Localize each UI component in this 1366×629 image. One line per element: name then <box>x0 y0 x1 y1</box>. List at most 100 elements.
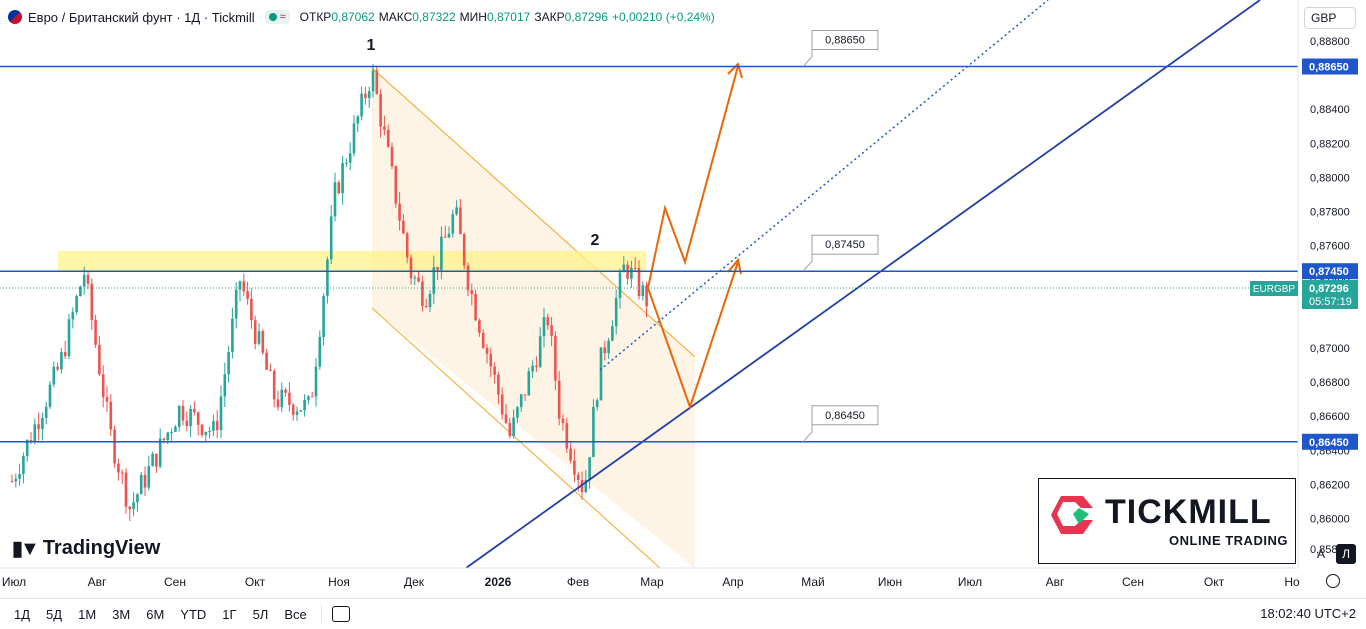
time-tick-11: Июн <box>878 575 902 589</box>
current-price-box <box>1302 280 1358 309</box>
tradingview-mark-icon: ▮▼ <box>12 538 40 560</box>
candle-body <box>595 400 599 408</box>
price-tick-1: 0,88400 <box>1310 104 1350 116</box>
candle-body <box>37 424 40 430</box>
candle-body <box>155 453 158 467</box>
candle-body <box>196 412 200 425</box>
candle-body <box>535 365 538 367</box>
candle-body <box>98 344 101 375</box>
price-axis[interactable]: 0,88800 0,88400 0,88200 0,88000 0,87800 0,876… <box>1310 36 1350 556</box>
price-tick-9: 0,86600 <box>1310 411 1350 423</box>
candle-body <box>519 394 523 408</box>
interval-1m[interactable]: 1М <box>78 606 97 622</box>
interval-3m[interactable]: 3М <box>112 606 131 622</box>
trendline-solid[interactable] <box>465 0 1261 568</box>
time-tick-14: Сен <box>1122 575 1144 589</box>
candle-body <box>504 414 508 423</box>
candle-body <box>645 285 648 307</box>
candle-body <box>447 233 451 238</box>
auto-scale-button[interactable]: A <box>1316 547 1325 561</box>
candle-body <box>390 146 394 167</box>
current-price-label: 0,87296 <box>1309 283 1349 295</box>
candle-body <box>257 331 261 344</box>
candle-body <box>128 506 132 510</box>
price-tick-11: 0,86200 <box>1310 479 1350 491</box>
interval-1d[interactable]: 1Д <box>14 606 31 622</box>
candle-body <box>603 347 607 354</box>
interval-6m[interactable]: 6М <box>146 606 165 622</box>
price-tick-8: 0,86800 <box>1310 377 1350 389</box>
interval-1y[interactable]: 1Г <box>222 606 237 622</box>
candle-body <box>633 267 637 269</box>
candle-body <box>333 182 337 217</box>
candle-body <box>124 472 128 507</box>
time-axis[interactable]: Июл Авг Сен Окт Ноя Дек 2026 Фев Мар Апр Май Июн Июл… <box>2 575 1300 589</box>
candle-body <box>337 182 341 194</box>
projection-path-lower[interactable] <box>647 261 739 411</box>
candle-body <box>63 352 67 357</box>
candle-body <box>299 410 303 412</box>
time-tick-10: Май <box>801 575 825 589</box>
current-price-tag: EURGBP 0,87296 05:57:19 <box>1250 280 1358 309</box>
candle-body <box>189 408 192 427</box>
time-tick-16: Но <box>1284 575 1300 589</box>
trendline-dotted[interactable] <box>599 0 1049 371</box>
candle-body <box>86 274 90 284</box>
settings-gear-icon[interactable] <box>1326 574 1340 588</box>
interval-all[interactable]: Все <box>284 606 307 622</box>
time-tick-3: Окт <box>245 575 266 589</box>
clock-timezone[interactable]: 18:02:40 UTC+2 <box>1260 606 1356 621</box>
symbol-title[interactable]: Евро / Британский фунт · 1Д · Tickmill <box>28 9 255 25</box>
arrow-head-upper <box>727 62 743 79</box>
candle-body <box>417 277 420 282</box>
candle-body <box>443 236 447 238</box>
price-chart[interactable]: 0,88650 0,87450 0,86450 1 2 0,88800 0,88400… <box>0 0 1366 598</box>
candle-body <box>109 401 113 430</box>
candle-body <box>576 474 580 480</box>
candle-body <box>227 352 230 375</box>
candle-body <box>352 123 356 154</box>
price-tick-12: 0,86000 <box>1310 514 1350 526</box>
candle-body <box>139 474 143 495</box>
channel-lower-line[interactable] <box>371 307 661 568</box>
projection-path-upper[interactable] <box>647 65 739 289</box>
log-scale-button[interactable]: Л <box>1336 544 1356 564</box>
candle-body <box>250 298 253 321</box>
candle-body <box>212 420 215 431</box>
symbol-flag-icon <box>8 10 22 24</box>
interval-ytd[interactable]: YTD <box>180 606 207 622</box>
level-axis-tag-2 <box>1302 433 1358 450</box>
level-callout-label-0: 0,88650 <box>825 35 865 47</box>
level-callout-label-2: 0,86450 <box>825 410 865 422</box>
candle-body <box>318 336 322 367</box>
candle-body <box>367 91 371 99</box>
market-status-badge[interactable]: ≈ <box>264 10 290 24</box>
candle-body <box>546 317 550 326</box>
candle-body <box>326 259 329 296</box>
interval-5d[interactable]: 5Д <box>46 606 63 622</box>
level-callout-label-1: 0,87450 <box>825 239 865 251</box>
candle-body <box>136 494 139 503</box>
candle-body <box>614 298 618 327</box>
candle-body <box>478 320 481 333</box>
candle-body <box>356 116 360 124</box>
channel-fill <box>372 68 695 568</box>
currency-select[interactable]: GBP <box>1304 7 1356 29</box>
candle-body <box>630 267 633 279</box>
price-tick-3: 0,88000 <box>1310 172 1350 184</box>
time-tick-12: Июл <box>958 575 982 589</box>
price-tick-4: 0,87800 <box>1310 207 1350 219</box>
candle-body <box>307 396 310 400</box>
level-axis-label-2: 0,86450 <box>1309 437 1349 449</box>
tradingview-logo[interactable]: ▮▼ TradingView <box>12 536 160 561</box>
candle-body <box>550 325 553 336</box>
interval-5y[interactable]: 5Л <box>252 606 269 622</box>
candle-body <box>531 365 534 372</box>
candle-body <box>174 426 177 432</box>
channel-upper-line[interactable] <box>371 67 696 358</box>
resistance-zone[interactable] <box>58 251 646 271</box>
candle-body <box>204 431 208 436</box>
candle-body <box>147 466 151 488</box>
calendar-icon[interactable] <box>331 606 350 622</box>
candle-body <box>523 394 527 396</box>
